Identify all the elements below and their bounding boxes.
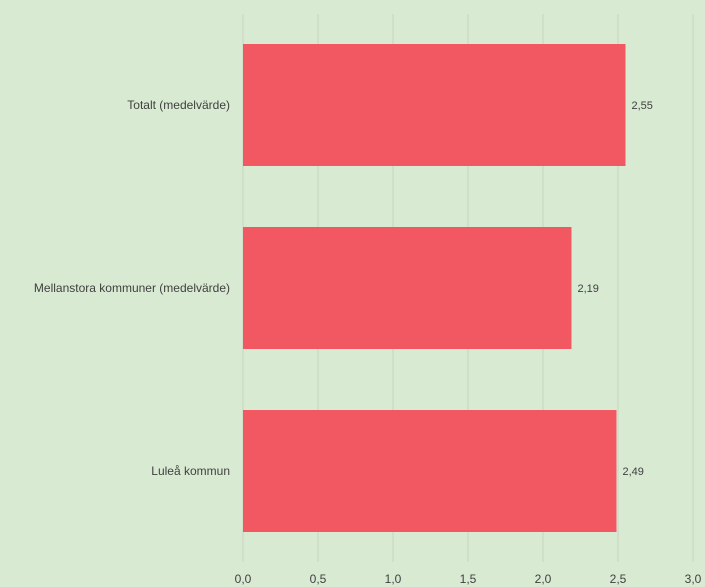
bar bbox=[243, 227, 572, 349]
x-tick-label: 1,5 bbox=[460, 572, 477, 586]
value-labels: 2,55 2,19 2,49 bbox=[578, 100, 653, 478]
data-label: 2,55 bbox=[632, 100, 653, 112]
x-tick-label: 0,5 bbox=[310, 572, 327, 586]
category-labels: Totalt (medelvärde) Mellanstora kommuner … bbox=[34, 98, 230, 478]
x-tick-label: 2,5 bbox=[610, 572, 627, 586]
category-label: Totalt (medelvärde) bbox=[127, 98, 230, 112]
category-label: Luleå kommun bbox=[151, 464, 230, 478]
x-tick-label: 3,0 bbox=[685, 572, 702, 586]
x-tick-label: 0,0 bbox=[235, 572, 252, 586]
x-tick-labels: 0,0 0,5 1,0 1,5 2,0 2,5 3,0 bbox=[235, 572, 702, 586]
category-label: Mellanstora kommuner (medelvärde) bbox=[34, 281, 230, 295]
bars bbox=[243, 44, 626, 532]
x-tick-label: 2,0 bbox=[535, 572, 552, 586]
data-label: 2,19 bbox=[578, 283, 599, 295]
bar bbox=[243, 44, 626, 166]
x-tick-label: 1,0 bbox=[385, 572, 402, 586]
data-label: 2,49 bbox=[623, 466, 644, 478]
bar bbox=[243, 410, 617, 532]
